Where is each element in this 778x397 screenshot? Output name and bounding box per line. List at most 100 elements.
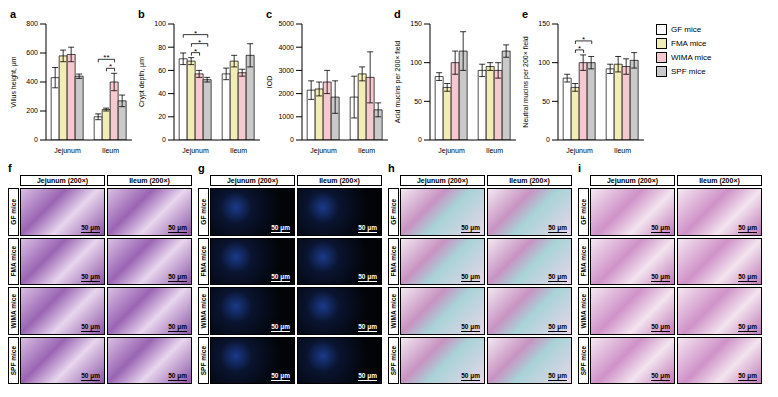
svg-text:400: 400	[26, 78, 38, 85]
html-text:WIMA mice: WIMA mice	[200, 293, 207, 328]
svg-text:Neutral mucins per 200× field: Neutral mucins per 200× field	[522, 36, 530, 127]
svg-text:5000: 5000	[278, 20, 294, 27]
svg-text:Ileum: Ileum	[614, 147, 631, 154]
html-text:GF mice: GF mice	[390, 198, 397, 225]
svg-text:0: 0	[546, 136, 550, 143]
svg-text:a: a	[10, 8, 17, 20]
html-text:FMA mice: FMA mice	[200, 246, 207, 277]
html-text:50 μm: 50 μm	[168, 273, 187, 280]
svg-text:50: 50	[414, 98, 422, 105]
svg-text:200: 200	[26, 107, 38, 114]
html-text:50 μm: 50 μm	[461, 273, 480, 280]
html-text:h: h	[388, 162, 395, 174]
html-text:Jejunum (200×): Jejunum (200×)	[36, 177, 89, 184]
html-text:FMA mice: FMA mice	[390, 246, 397, 277]
svg-text:80: 80	[158, 44, 166, 51]
svg-text:60: 60	[158, 67, 166, 74]
html-text:50 μm: 50 μm	[651, 223, 670, 231]
html-text:50 μm: 50 μm	[738, 223, 757, 231]
svg-text:c: c	[266, 8, 272, 20]
html-text:50 μm: 50 μm	[81, 372, 100, 379]
svg-text:*: *	[198, 38, 201, 47]
html-text:GF mice: GF mice	[671, 25, 702, 34]
html-text:50 μm: 50 μm	[358, 273, 377, 280]
svg-text:600: 600	[26, 49, 38, 56]
html-text:g: g	[198, 162, 205, 174]
svg-text:40: 40	[158, 90, 166, 97]
svg-text:*: *	[578, 44, 581, 53]
svg-text:4000: 4000	[278, 44, 294, 51]
html-text:SPF mice: SPF mice	[200, 345, 207, 375]
html-text:50 μm: 50 μm	[548, 322, 567, 330]
html-text:50 μm: 50 μm	[651, 322, 670, 330]
html-text:SPF mice: SPF mice	[671, 67, 706, 76]
html-text:50 μm: 50 μm	[548, 223, 567, 231]
svg-text:Ileum: Ileum	[230, 147, 247, 154]
svg-text:Ileum: Ileum	[358, 147, 375, 154]
html-text:SPF mice: SPF mice	[10, 345, 17, 375]
svg-text:50: 50	[542, 98, 550, 105]
svg-text:Jejunum: Jejunum	[438, 147, 465, 155]
svg-text:2000: 2000	[278, 90, 294, 97]
svg-text:150: 150	[538, 20, 550, 27]
svg-text:Jejunum: Jejunum	[566, 147, 593, 155]
svg-text:0: 0	[162, 136, 166, 143]
html-text:Ileum (200×): Ileum (200×)	[129, 177, 170, 184]
svg-text:Jejunum: Jejunum	[310, 147, 337, 155]
svg-text:*: *	[194, 29, 197, 38]
svg-text:100: 100	[538, 59, 550, 66]
html-text:GF mice: GF mice	[200, 198, 207, 225]
html-text:50 μm: 50 μm	[358, 322, 377, 330]
svg-text:IOD: IOD	[266, 76, 273, 88]
svg-text:1000: 1000	[278, 113, 294, 120]
svg-text:100: 100	[410, 59, 422, 66]
html-text:50 μm: 50 μm	[358, 223, 377, 231]
html-text:50 μm: 50 μm	[358, 372, 377, 379]
svg-text:**: **	[103, 53, 109, 62]
html-text:WIMA mice: WIMA mice	[671, 53, 712, 62]
html-text:50 μm: 50 μm	[81, 273, 100, 280]
svg-text:*: *	[194, 47, 197, 56]
svg-text:Ileum: Ileum	[102, 147, 119, 154]
html-text:Jejunum (200×): Jejunum (200×)	[416, 177, 469, 184]
html-text:50 μm: 50 μm	[738, 322, 757, 330]
html-text:50 μm: 50 μm	[168, 223, 187, 231]
html-text:Jejunum (200×): Jejunum (200×)	[226, 177, 279, 184]
svg-text:Jejunum: Jejunum	[182, 147, 209, 155]
html-text:GF mice: GF mice	[10, 198, 17, 225]
svg-text:0: 0	[290, 136, 294, 143]
svg-text:Crypt depth, μm: Crypt depth, μm	[138, 57, 146, 107]
html-text:50 μm: 50 μm	[461, 322, 480, 330]
html-text:FMA mice: FMA mice	[671, 39, 707, 48]
html-text:50 μm: 50 μm	[548, 273, 567, 280]
html-text:50 μm: 50 μm	[81, 223, 100, 231]
svg-text:100: 100	[154, 20, 166, 27]
svg-text:20: 20	[158, 113, 166, 120]
svg-text:*: *	[109, 62, 112, 71]
svg-text:*: *	[582, 35, 585, 44]
svg-text:d: d	[394, 8, 401, 20]
svg-text:Acid mucins per 200× field: Acid mucins per 200× field	[394, 41, 402, 123]
svg-text:3000: 3000	[278, 67, 294, 74]
html-text:Ileum (200×): Ileum (200×)	[509, 177, 550, 184]
html-text:50 μm: 50 μm	[271, 372, 290, 379]
html-text:50 μm: 50 μm	[271, 322, 290, 330]
svg-text:800: 800	[26, 20, 38, 27]
html-text:50 μm: 50 μm	[461, 223, 480, 231]
html-text:50 μm: 50 μm	[168, 372, 187, 379]
svg-text:e: e	[522, 8, 528, 20]
html-text:50 μm: 50 μm	[271, 273, 290, 280]
svg-text:0: 0	[34, 136, 38, 143]
html-text:50 μm: 50 μm	[271, 223, 290, 231]
svg-text:Villus height, μm: Villus height, μm	[10, 56, 18, 108]
html-text:50 μm: 50 μm	[168, 322, 187, 330]
svg-text:150: 150	[410, 20, 422, 27]
html-text:50 μm: 50 μm	[81, 322, 100, 330]
html-text:FMA mice: FMA mice	[10, 246, 17, 277]
svg-text:0: 0	[418, 136, 422, 143]
svg-text:b: b	[138, 8, 145, 20]
html-text:WIMA mice: WIMA mice	[10, 293, 17, 328]
html-text:Ileum (200×): Ileum (200×)	[319, 177, 360, 184]
svg-text:Ileum: Ileum	[486, 147, 503, 154]
svg-text:Jejunum: Jejunum	[54, 147, 81, 155]
